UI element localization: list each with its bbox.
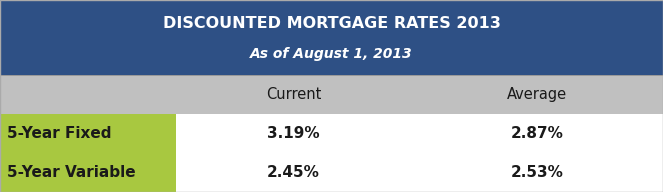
Text: 2.45%: 2.45% — [267, 165, 320, 180]
Bar — [0, 75, 663, 114]
Text: 2.87%: 2.87% — [511, 126, 564, 141]
Bar — [0, 153, 663, 192]
Text: Current: Current — [266, 87, 321, 102]
Bar — [0, 114, 176, 153]
Bar — [0, 153, 176, 192]
Text: 5-Year Fixed: 5-Year Fixed — [7, 126, 111, 141]
Text: 2.53%: 2.53% — [511, 165, 564, 180]
Text: 3.19%: 3.19% — [267, 126, 320, 141]
Text: 5-Year Variable: 5-Year Variable — [7, 165, 135, 180]
Text: As of August 1, 2013: As of August 1, 2013 — [250, 47, 413, 61]
Text: Average: Average — [507, 87, 567, 102]
Text: DISCOUNTED MORTGAGE RATES 2013: DISCOUNTED MORTGAGE RATES 2013 — [162, 17, 501, 31]
Bar — [0, 114, 663, 153]
Bar — [0, 0, 663, 75]
